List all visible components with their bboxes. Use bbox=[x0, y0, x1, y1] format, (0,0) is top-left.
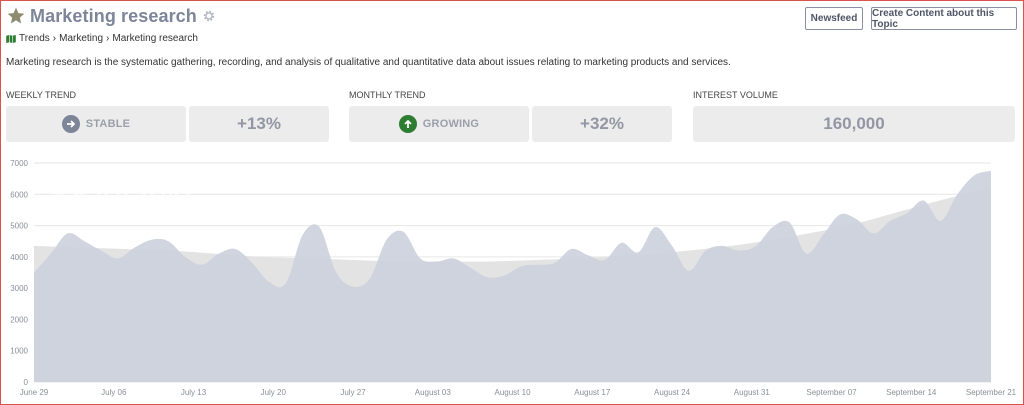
interest-volume-value: 160,000 bbox=[823, 114, 885, 133]
x-tick-label: September 14 bbox=[886, 388, 937, 397]
x-tick-label: August 10 bbox=[494, 388, 531, 397]
y-tick-label: 1000 bbox=[10, 347, 28, 356]
monthly-change-value: +32% bbox=[580, 114, 624, 133]
gear-icon[interactable] bbox=[202, 9, 216, 23]
watermark: inLinks bbox=[46, 168, 201, 214]
chevron-right-icon: › bbox=[52, 33, 57, 44]
x-tick-label: July 06 bbox=[101, 388, 127, 397]
y-tick-label: 3000 bbox=[10, 284, 28, 293]
x-tick-label: July 20 bbox=[261, 388, 287, 397]
x-tick-label: August 24 bbox=[654, 388, 691, 397]
weekly-status-text: STABLE bbox=[85, 118, 131, 130]
weekly-trend-change: +13% bbox=[189, 106, 329, 142]
weekly-change-value: +13% bbox=[237, 114, 281, 133]
x-axis-labels: June 29 July 06 July 13 July 20 July 27 Augus… bbox=[20, 388, 1017, 397]
y-tick-label: 4000 bbox=[10, 253, 28, 262]
topic-description: Marketing research is the systematic gat… bbox=[6, 57, 731, 68]
y-tick-label: 0 bbox=[24, 378, 29, 387]
interest-volume-label: INTEREST VOLUME bbox=[693, 90, 778, 100]
map-icon bbox=[6, 34, 16, 43]
x-tick-label: August 03 bbox=[415, 388, 452, 397]
x-tick-label: September 21 bbox=[966, 388, 1017, 397]
monthly-trend-change: +32% bbox=[532, 106, 672, 142]
arrow-right-circle-icon bbox=[61, 115, 80, 133]
y-tick-label: 5000 bbox=[10, 222, 28, 231]
y-tick-label: 7000 bbox=[10, 159, 28, 168]
watermark-text: inLinks bbox=[95, 176, 201, 214]
monthly-trend-label: MONTHLY TREND bbox=[349, 90, 426, 100]
breadcrumb-item-trends[interactable]: Trends bbox=[19, 33, 50, 44]
y-tick-label: 6000 bbox=[10, 190, 28, 199]
star-icon[interactable] bbox=[6, 6, 26, 26]
title-row: Marketing research bbox=[6, 5, 216, 27]
x-tick-label: July 13 bbox=[181, 388, 207, 397]
interest-chart: inLinks 0 1000 2000 3000 4000 5000 6000 7000 Ju… bbox=[10, 159, 1017, 397]
breadcrumb: Trends › Marketing › Marketing research bbox=[6, 33, 198, 44]
x-tick-label: August 31 bbox=[734, 388, 771, 397]
y-axis-labels: 0 1000 2000 3000 4000 5000 6000 7000 bbox=[10, 159, 28, 387]
monthly-trend-status: GROWING bbox=[349, 106, 529, 142]
x-tick-label: July 27 bbox=[340, 388, 366, 397]
x-tick-label: September 07 bbox=[806, 388, 857, 397]
inlinks-logo-icon bbox=[46, 168, 92, 214]
page-title: Marketing research bbox=[30, 5, 197, 26]
newsfeed-button[interactable]: Newsfeed bbox=[805, 7, 863, 30]
x-tick-label: June 29 bbox=[20, 388, 49, 397]
chevron-right-icon: › bbox=[106, 33, 110, 44]
monthly-status-text: GROWING bbox=[422, 118, 480, 130]
arrow-up-circle-icon bbox=[398, 115, 417, 133]
interest-area bbox=[34, 170, 991, 382]
weekly-trend-label: WEEKLY TREND bbox=[6, 90, 77, 100]
x-tick-label: August 17 bbox=[574, 388, 611, 397]
create-content-button[interactable]: Create Content about this Topic bbox=[871, 7, 1017, 30]
interest-volume-box: 160,000 bbox=[693, 106, 1015, 142]
y-tick-label: 2000 bbox=[10, 315, 28, 324]
breadcrumb-item-current: Marketing research bbox=[112, 33, 198, 44]
breadcrumb-item-marketing[interactable]: Marketing bbox=[59, 33, 104, 44]
weekly-trend-status: STABLE bbox=[6, 106, 186, 142]
